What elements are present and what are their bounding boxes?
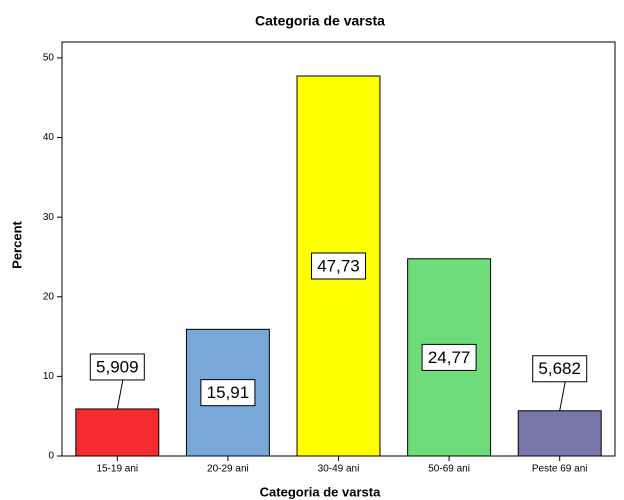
bar: [75, 408, 160, 457]
x-tick-label: 15-19 ani: [96, 464, 138, 475]
y-axis-title: Percent: [9, 220, 24, 268]
value-label-box: [311, 252, 366, 280]
y-tick-label: 40: [43, 132, 55, 143]
chart-title: Categoria de varsta: [255, 13, 385, 29]
x-tick-label: 20-29 ani: [207, 464, 249, 475]
value-label-box: [200, 379, 256, 407]
value-label-box: [421, 343, 477, 371]
value-label: 24,77: [428, 348, 471, 367]
x-tick-label: Peste 69 ani: [532, 464, 588, 475]
y-tick-label: 50: [43, 53, 55, 64]
value-label: 47,73: [317, 256, 360, 275]
y-tick-label: 30: [43, 212, 55, 223]
x-axis-title: Categoria de varsta: [260, 484, 381, 499]
value-label: 5,682: [538, 359, 581, 378]
value-label-box: [89, 353, 145, 381]
x-tick-label: 50-69 ani: [428, 464, 470, 475]
y-tick-label: 10: [43, 371, 55, 382]
y-tick-label: 0: [48, 451, 54, 462]
value-label: 15,91: [207, 383, 250, 402]
y-tick-label: 20: [43, 291, 55, 302]
value-label: 5,909: [96, 357, 139, 376]
value-label-box: [532, 355, 588, 383]
x-tick-label: 30-49 ani: [318, 464, 360, 475]
bar: [517, 410, 602, 457]
